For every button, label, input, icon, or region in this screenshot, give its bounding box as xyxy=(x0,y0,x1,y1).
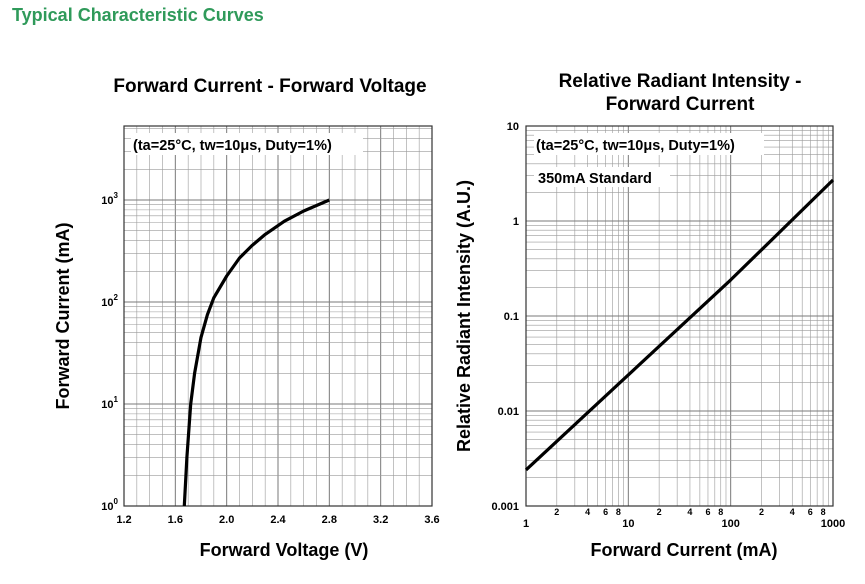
chart-2-xtick-label: 100 xyxy=(721,518,739,530)
chart-1-ytick-label: 102 xyxy=(101,293,118,309)
chart-1-xtick-label: 2.8 xyxy=(322,514,337,526)
chart-2-xtick-minor-label: 4 xyxy=(585,507,590,517)
chart-1-xtick-label: 3.2 xyxy=(373,514,388,526)
chart-2-xtick-minor-label: 6 xyxy=(808,507,813,517)
chart-2-note: 350mA Standard xyxy=(538,171,652,187)
chart-1-xlabel: Forward Voltage (V) xyxy=(200,540,369,560)
chart-2-xtick-label: 1 xyxy=(523,518,529,530)
chart-1-annotation-bg xyxy=(131,133,363,155)
chart-2-frame xyxy=(525,125,834,507)
chart-2-ytick-label: 0.001 xyxy=(491,501,519,513)
chart-2-xtick-label: 10 xyxy=(622,518,634,530)
chart-2-xtick-minor-label: 4 xyxy=(687,507,692,517)
chart-2-annotation-bg xyxy=(534,133,764,155)
chart-2-xtick-minor-label: 6 xyxy=(603,507,608,517)
chart-1-xtick-label: 2.4 xyxy=(270,514,286,526)
chart-2-xtick-label: 1000 xyxy=(821,518,845,530)
chart-2-xtick-minor-label: 8 xyxy=(718,507,723,517)
chart-2-ylabel: Relative Radiant Intensity (A.U.) xyxy=(454,180,474,452)
chart-2-xtick-minor-label: 2 xyxy=(657,507,662,517)
chart-2-xtick-minor-label: 8 xyxy=(821,507,826,517)
chart-2-note-bg xyxy=(534,167,670,187)
chart-2-xtick-minor-label: 4 xyxy=(790,507,795,517)
chart-1-ytick-label: 101 xyxy=(101,395,118,411)
chart-2-xtick-minor-label: 2 xyxy=(759,507,764,517)
chart-2-xtick-minor-label: 6 xyxy=(705,507,710,517)
chart-2-xtick-minor-label: 2 xyxy=(554,507,559,517)
chart-1-ytick-label: 100 xyxy=(101,497,118,513)
chart-2-ytick-label: 1 xyxy=(513,216,519,228)
chart-2-title-line-1: Relative Radiant Intensity - xyxy=(559,71,802,92)
chart-1-annotation: (ta=25°C, tw=10μs, Duty=1%) xyxy=(133,138,332,154)
chart-2-title-line-2: Forward Current xyxy=(606,94,756,115)
chart-2-ytick-label: 0.1 xyxy=(504,311,519,323)
chart-1-xtick-label: 1.2 xyxy=(116,514,131,526)
chart-1-frame xyxy=(123,125,433,507)
chart-1-xtick-label: 2.0 xyxy=(219,514,234,526)
chart-1-xtick-label: 3.6 xyxy=(424,514,439,526)
chart-2-xlabel: Forward Current (mA) xyxy=(590,540,777,560)
chart-2-ytick-label: 10 xyxy=(507,121,519,133)
section-title: Typical Characteristic Curves xyxy=(12,5,264,25)
chart-radiant-intensity-vs-current: Relative Radiant Intensity - Forward Cur… xyxy=(454,71,845,560)
chart-1-ylabel: Forward Current (mA) xyxy=(53,222,73,409)
chart-2-xtick-minor-label: 8 xyxy=(616,507,621,517)
chart-2-series-line xyxy=(524,178,835,472)
chart-2-annotation: (ta=25°C, tw=10μs, Duty=1%) xyxy=(536,138,735,154)
chart-1-series-line xyxy=(182,198,330,507)
chart-1-ytick-label: 103 xyxy=(101,191,118,207)
chart-1-title: Forward Current - Forward Voltage xyxy=(113,76,426,97)
chart-2-ytick-label: 0.01 xyxy=(498,406,519,418)
chart-1-xtick-label: 1.6 xyxy=(168,514,183,526)
chart-forward-current-vs-voltage: Forward Current - Forward Voltage 1.2 1.6… xyxy=(53,76,440,560)
